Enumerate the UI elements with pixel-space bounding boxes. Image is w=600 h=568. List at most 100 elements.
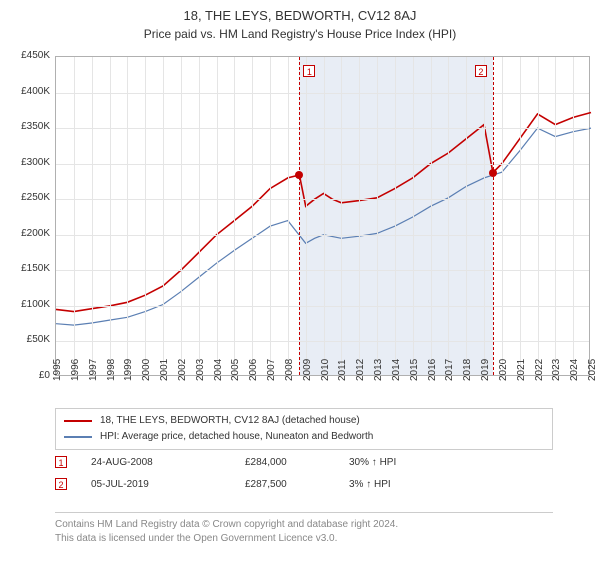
- x-axis-label: 2018: [462, 359, 473, 381]
- x-axis-label: 2014: [391, 359, 402, 381]
- y-axis-label: £100K: [21, 299, 50, 310]
- y-axis-label: £0: [39, 370, 50, 381]
- x-gridline: [234, 57, 235, 375]
- x-axis-label: 2022: [534, 359, 545, 381]
- y-gridline: [56, 93, 589, 94]
- y-gridline: [56, 199, 589, 200]
- x-axis-label: 2005: [230, 359, 241, 381]
- y-gridline: [56, 235, 589, 236]
- x-gridline: [288, 57, 289, 375]
- x-gridline: [127, 57, 128, 375]
- x-axis-label: 2003: [195, 359, 206, 381]
- event-marker-box: 1: [303, 65, 315, 77]
- transaction-delta: 3% ↑ HPI: [349, 479, 391, 490]
- x-gridline: [413, 57, 414, 375]
- x-gridline: [217, 57, 218, 375]
- x-gridline: [555, 57, 556, 375]
- transaction-delta: 30% ↑ HPI: [349, 457, 396, 468]
- x-axis-label: 2006: [248, 359, 259, 381]
- transaction-price: £287,500: [245, 479, 325, 490]
- x-axis-label: 2020: [498, 359, 509, 381]
- chart-plot: 12: [55, 56, 590, 376]
- transaction-marker: 2: [55, 478, 67, 490]
- footer-attribution: Contains HM Land Registry data © Crown c…: [55, 518, 553, 546]
- x-gridline: [181, 57, 182, 375]
- chart-title: 18, THE LEYS, BEDWORTH, CV12 8AJ: [0, 8, 600, 23]
- x-gridline: [341, 57, 342, 375]
- x-axis-label: 2000: [141, 359, 152, 381]
- x-gridline: [448, 57, 449, 375]
- x-axis-label: 1999: [123, 359, 134, 381]
- y-axis-label: £50K: [27, 334, 50, 345]
- x-gridline: [377, 57, 378, 375]
- x-axis-label: 2009: [302, 359, 313, 381]
- footer-line-1: Contains HM Land Registry data © Crown c…: [55, 518, 553, 532]
- chart-plot-area: 12 £0£50K£100K£150K£200K£250K£300K£350K£…: [55, 56, 590, 376]
- x-gridline: [395, 57, 396, 375]
- x-axis-label: 2025: [587, 359, 598, 381]
- y-gridline: [56, 306, 589, 307]
- x-gridline: [163, 57, 164, 375]
- x-axis-label: 2019: [480, 359, 491, 381]
- legend-label: 18, THE LEYS, BEDWORTH, CV12 8AJ (detach…: [100, 413, 360, 429]
- x-axis-label: 2024: [569, 359, 580, 381]
- y-axis-label: £150K: [21, 263, 50, 274]
- x-gridline: [520, 57, 521, 375]
- x-gridline: [110, 57, 111, 375]
- x-gridline: [466, 57, 467, 375]
- x-gridline: [502, 57, 503, 375]
- x-gridline: [270, 57, 271, 375]
- x-axis-label: 2015: [409, 359, 420, 381]
- legend-swatch: [64, 436, 92, 438]
- x-axis-label: 1996: [70, 359, 81, 381]
- y-axis-label: £450K: [21, 50, 50, 61]
- transaction-price: £284,000: [245, 457, 325, 468]
- x-axis-label: 2017: [444, 359, 455, 381]
- transactions-table: 124-AUG-2008£284,00030% ↑ HPI205-JUL-201…: [55, 456, 553, 500]
- x-axis-label: 2002: [177, 359, 188, 381]
- event-marker-box: 2: [475, 65, 487, 77]
- transaction-row: 205-JUL-2019£287,5003% ↑ HPI: [55, 478, 553, 490]
- event-vline: [299, 57, 300, 375]
- y-axis-label: £350K: [21, 121, 50, 132]
- event-dot: [489, 169, 497, 177]
- legend-label: HPI: Average price, detached house, Nune…: [100, 429, 373, 445]
- x-axis-label: 2007: [266, 359, 277, 381]
- x-axis-label: 2023: [551, 359, 562, 381]
- x-axis-label: 2011: [337, 359, 348, 381]
- y-axis-label: £300K: [21, 157, 50, 168]
- x-gridline: [484, 57, 485, 375]
- y-axis-label: £200K: [21, 228, 50, 239]
- x-gridline: [199, 57, 200, 375]
- x-gridline: [431, 57, 432, 375]
- x-gridline: [538, 57, 539, 375]
- y-gridline: [56, 341, 589, 342]
- x-gridline: [573, 57, 574, 375]
- transaction-row: 124-AUG-2008£284,00030% ↑ HPI: [55, 456, 553, 468]
- x-gridline: [359, 57, 360, 375]
- x-axis-label: 2001: [159, 359, 170, 381]
- x-axis-label: 2021: [516, 359, 527, 381]
- x-gridline: [92, 57, 93, 375]
- x-axis-label: 2013: [373, 359, 384, 381]
- y-gridline: [56, 164, 589, 165]
- x-gridline: [306, 57, 307, 375]
- footer-line-2: This data is licensed under the Open Gov…: [55, 532, 553, 546]
- y-axis-label: £250K: [21, 192, 50, 203]
- legend-item: 18, THE LEYS, BEDWORTH, CV12 8AJ (detach…: [64, 413, 544, 429]
- y-axis-label: £400K: [21, 86, 50, 97]
- y-gridline: [56, 270, 589, 271]
- x-axis-label: 2008: [284, 359, 295, 381]
- footer-divider: [55, 512, 553, 513]
- x-axis-label: 2010: [320, 359, 331, 381]
- x-gridline: [324, 57, 325, 375]
- y-gridline: [56, 128, 589, 129]
- x-gridline: [145, 57, 146, 375]
- legend-item: HPI: Average price, detached house, Nune…: [64, 429, 544, 445]
- chart-legend: 18, THE LEYS, BEDWORTH, CV12 8AJ (detach…: [55, 408, 553, 450]
- transaction-date: 24-AUG-2008: [91, 457, 221, 468]
- chart-subtitle: Price paid vs. HM Land Registry's House …: [0, 27, 600, 41]
- x-gridline: [74, 57, 75, 375]
- event-dot: [295, 171, 303, 179]
- x-axis-label: 2004: [213, 359, 224, 381]
